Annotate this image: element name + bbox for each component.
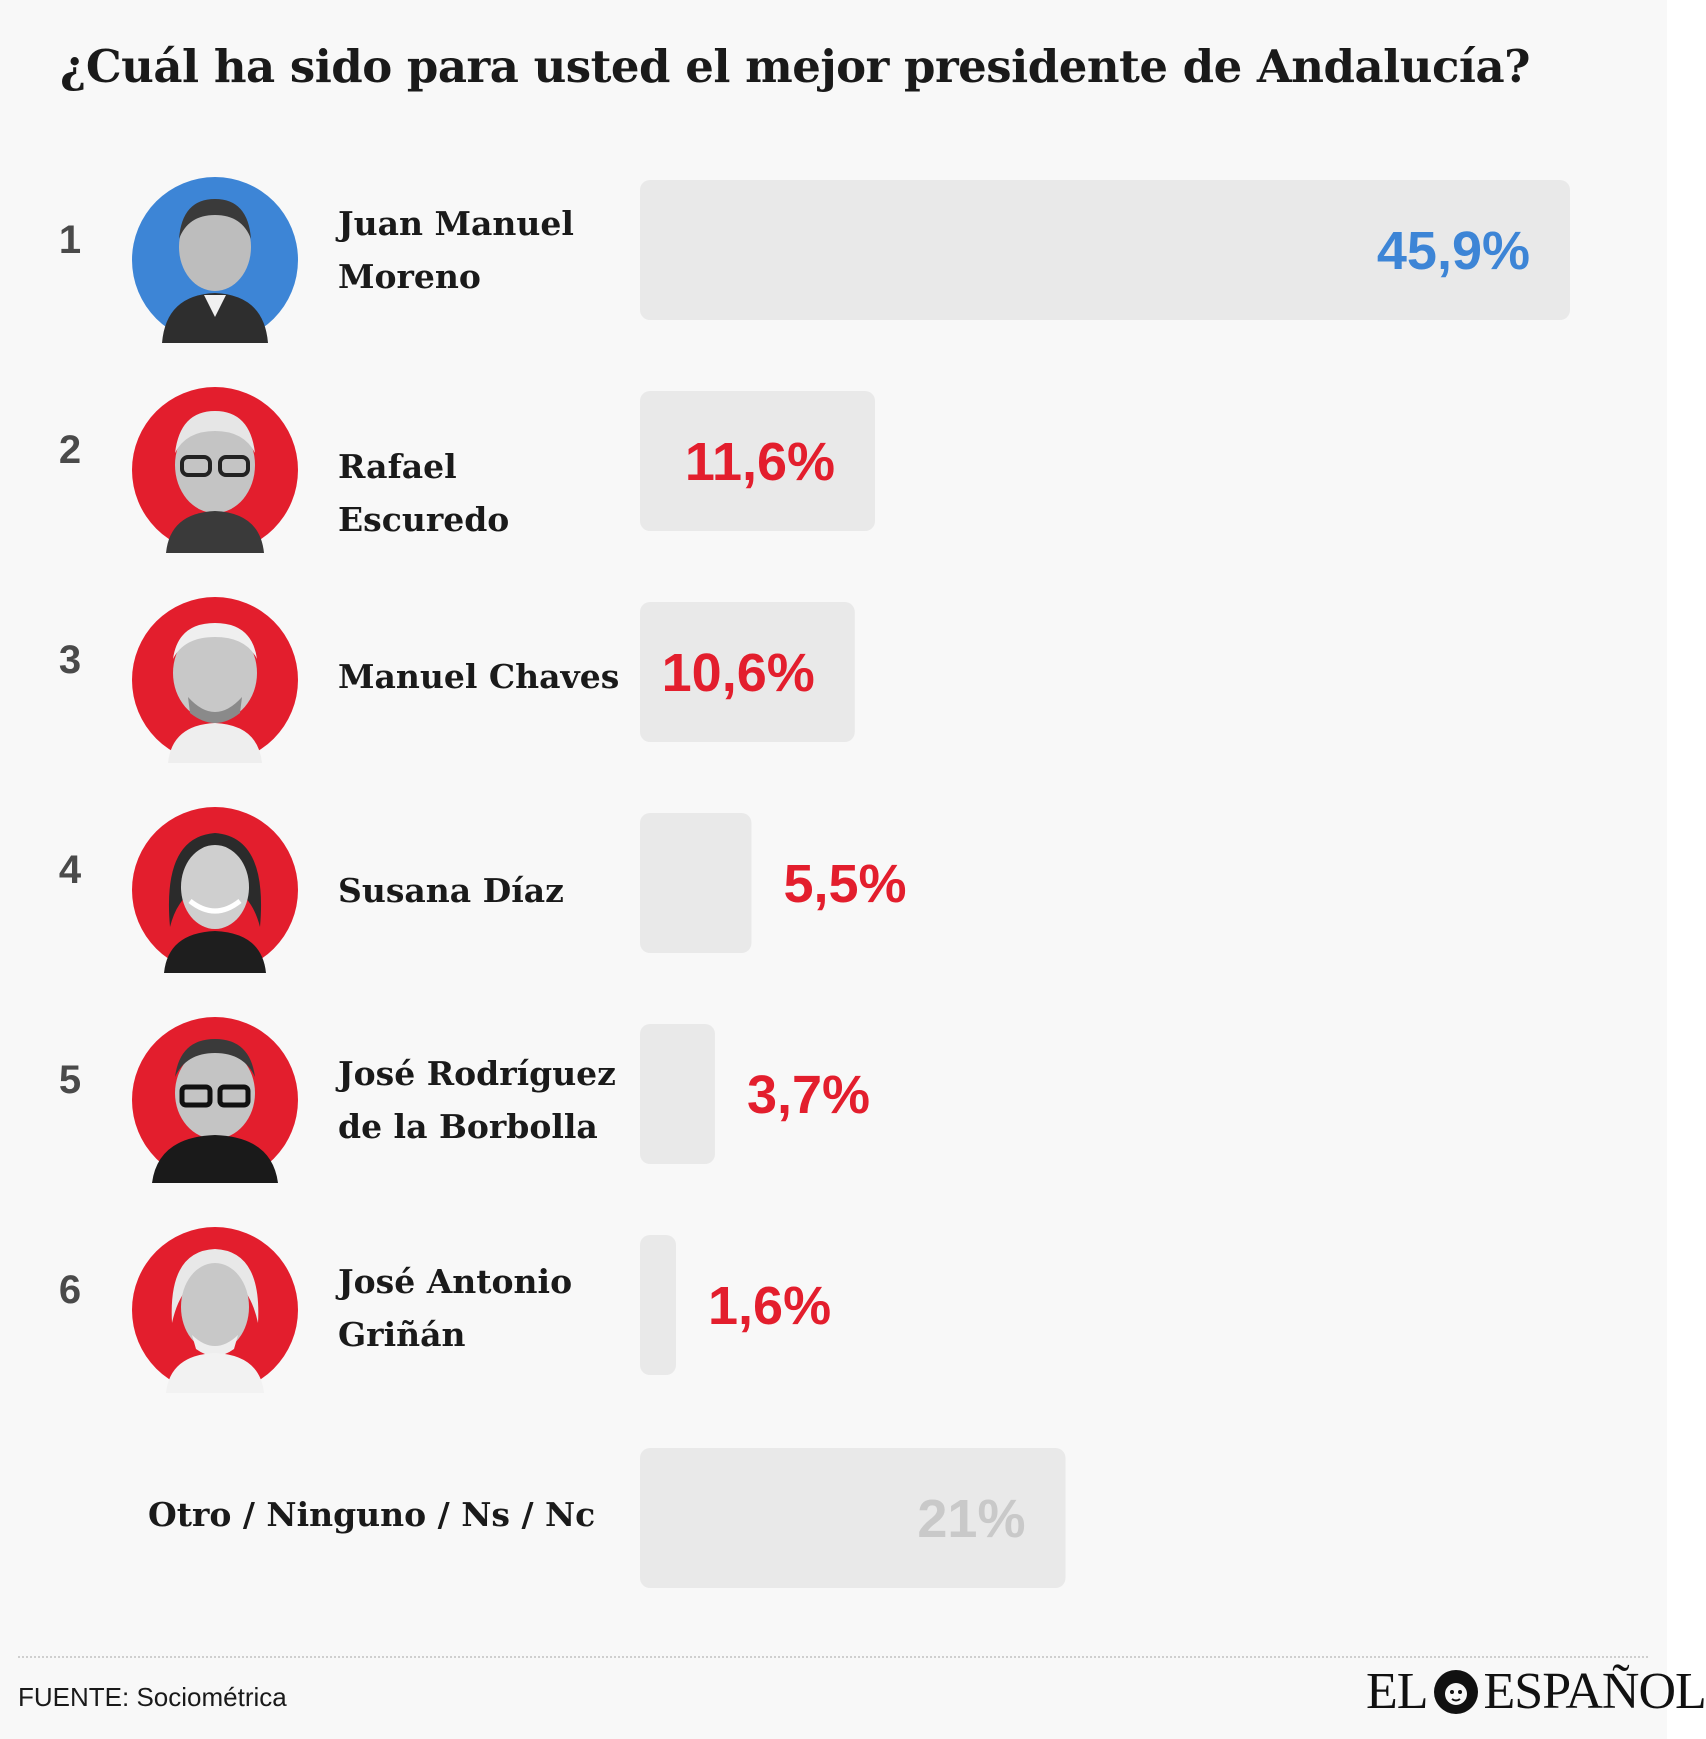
value-label-jose-antonio-grinan: 1,6% [708,1276,831,1336]
value-label-rafael-escuredo: 11,6% [685,432,835,492]
bar-susana-diaz [640,813,752,953]
name-rafael-escuredo: Rafael Escuredo [338,447,510,539]
bar-jose-rodriguez-de-la-borbolla [640,1024,715,1164]
logo-text-right: ESPAÑOL [1483,1663,1706,1720]
rank-6: 6 [58,1268,82,1312]
name-jose-rodriguez-de-la-borbolla: José Rodríguez de la Borbolla [338,1054,616,1146]
name-susana-diaz: Susana Díaz [338,871,564,910]
name-juan-manuel-moreno: Juan Manuel Moreno [338,204,574,296]
logo-text-left: EL [1366,1663,1429,1720]
infographic-card: ¿Cuál ha sido para usted el mejor presid… [18,40,1706,1720]
name-otro-ninguno: Otro / Ninguno / Ns / Nc [148,1495,596,1534]
avatar-susana-diaz [132,807,298,973]
person-portrait-icon [166,1249,264,1393]
rank-4: 4 [58,848,82,892]
name-manuel-chaves: Manuel Chaves [338,657,620,696]
rank-1: 1 [58,218,82,262]
bar-chart: 45,9% 11,6% 10,6% 5,5% 3,7% 1,6% 21% [640,180,1570,1588]
rank-2: 2 [58,428,82,472]
lion-icon [1433,1669,1478,1714]
bar-rafael-escuredo [640,391,876,531]
el-espanol-logo: EL ESPAÑOL [1366,1662,1706,1721]
bar-otro-ninguno-ns-nc [640,1448,1066,1588]
footer-divider [18,1656,1648,1658]
rank-3: 3 [58,638,82,682]
person-portrait-icon [166,411,264,553]
avatar-jose-rodriguez-de-la-borbolla [132,1017,298,1183]
person-portrait-icon [164,833,266,973]
avatar-manuel-chaves [132,597,298,763]
person-portrait-icon [152,1039,278,1183]
avatar-juan-manuel-moreno [132,177,298,343]
source-note: FUENTE: Sociométrica [18,1682,287,1712]
value-label-jose-rodriguez-de-la-borbolla: 3,7% [747,1065,870,1125]
value-label-manuel-chaves: 10,6% [662,643,815,703]
value-label-susana-diaz: 5,5% [783,854,906,914]
chart-title: ¿Cuál ha sido para usted el mejor presid… [60,40,1530,93]
bar-jose-antonio-grinan [640,1235,676,1375]
person-portrait-icon [162,199,268,343]
avatar-jose-antonio-grinan [132,1227,298,1393]
rank-5: 5 [58,1058,82,1102]
bar-manuel-chaves [640,602,855,742]
avatar-rafael-escuredo [132,387,298,553]
value-label-juan-manuel-moreno: 45,9% [1377,221,1530,281]
name-jose-antonio-grinan: José Antonio Griñán [338,1262,573,1354]
value-label-otro-ninguno-ns-nc: 21% [917,1489,1025,1549]
person-portrait-icon [168,623,262,763]
bar-juan-manuel-moreno [640,180,1570,320]
